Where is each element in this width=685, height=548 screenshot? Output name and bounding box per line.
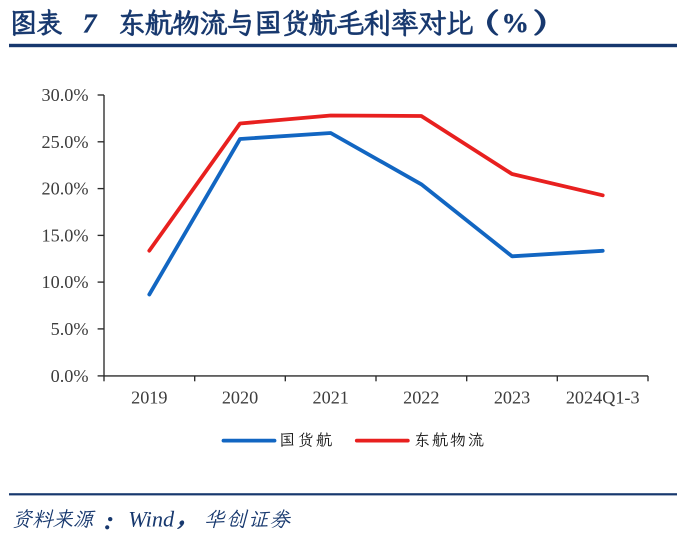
svg-text:7: 7 [83,8,98,39]
svg-text:20.0%: 20.0% [42,179,89,199]
svg-text:10.0%: 10.0% [42,272,89,292]
svg-text:2024Q1-3: 2024Q1-3 [566,387,640,407]
svg-text:15.0%: 15.0% [42,225,89,245]
svg-text:2021: 2021 [313,387,349,407]
svg-text:25.0%: 25.0% [42,132,89,152]
svg-text:2019: 2019 [131,387,167,407]
svg-text:%: % [502,7,530,38]
svg-text:5.0%: 5.0% [51,319,89,339]
svg-text:2022: 2022 [403,387,439,407]
svg-text:Wind: Wind [128,506,175,531]
svg-text:30.0%: 30.0% [42,85,89,105]
svg-text:0.0%: 0.0% [51,366,89,386]
svg-text:2020: 2020 [222,387,258,407]
svg-text:2023: 2023 [494,387,530,407]
